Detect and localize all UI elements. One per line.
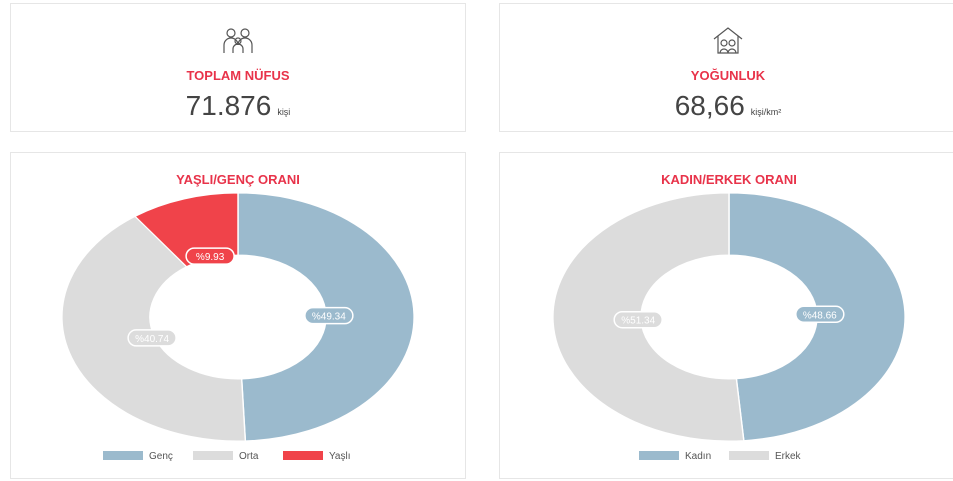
legend-label: Genç [149, 451, 173, 462]
label-pill [795, 305, 845, 324]
legend-label: Kadın [685, 451, 711, 462]
donut [552, 192, 906, 442]
label-pill [304, 306, 354, 325]
donut-slice [61, 215, 247, 442]
legend-label: Orta [239, 451, 259, 462]
legend-swatch [283, 451, 323, 460]
legend-label: Yaşlı [329, 451, 351, 462]
stat-title: TOPLAM NÜFUS [186, 68, 290, 83]
stat-card: TOPLAM NÜFUS 71.876 kişi [10, 3, 466, 132]
donut-slice [237, 192, 415, 442]
legend-swatch [103, 451, 143, 460]
label-pill [613, 310, 663, 329]
stat-value: 71.876 [185, 90, 272, 121]
donut-slice [552, 192, 745, 442]
legend-swatch [729, 451, 769, 460]
stat-unit: kişi/km² [750, 107, 782, 117]
legend-swatch [193, 451, 233, 460]
data-label: %49.34 [312, 312, 346, 323]
house-icon [713, 27, 743, 54]
stat-value: 68,66 [674, 90, 745, 121]
data-label: %51.34 [621, 316, 655, 327]
chart-title: YAŞLI/GENÇ ORANI [176, 172, 300, 187]
label-pill [185, 247, 235, 265]
stat-value-row: 71.876 kişi [11, 90, 465, 122]
stat-title: YOĞUNLUK [690, 68, 766, 83]
chart-title: KADIN/ERKEK ORANI [661, 172, 797, 187]
stat-unit: kişi [277, 107, 291, 117]
stat-card: YOĞUNLUK 68,66 kişi/km² [499, 3, 953, 132]
data-label: %48.66 [803, 310, 837, 321]
stat-value-row: 68,66 kişi/km² [500, 90, 953, 122]
label-pill [127, 329, 177, 347]
legend-swatch [639, 451, 679, 460]
data-label: %9.93 [196, 252, 225, 263]
donut [61, 192, 415, 442]
legend-label: Erkek [775, 451, 802, 462]
stat-inner: YOĞUNLUK 68,66 kişi/km² [500, 4, 953, 131]
family-icon [223, 28, 253, 53]
data-label: %40.74 [135, 334, 169, 345]
